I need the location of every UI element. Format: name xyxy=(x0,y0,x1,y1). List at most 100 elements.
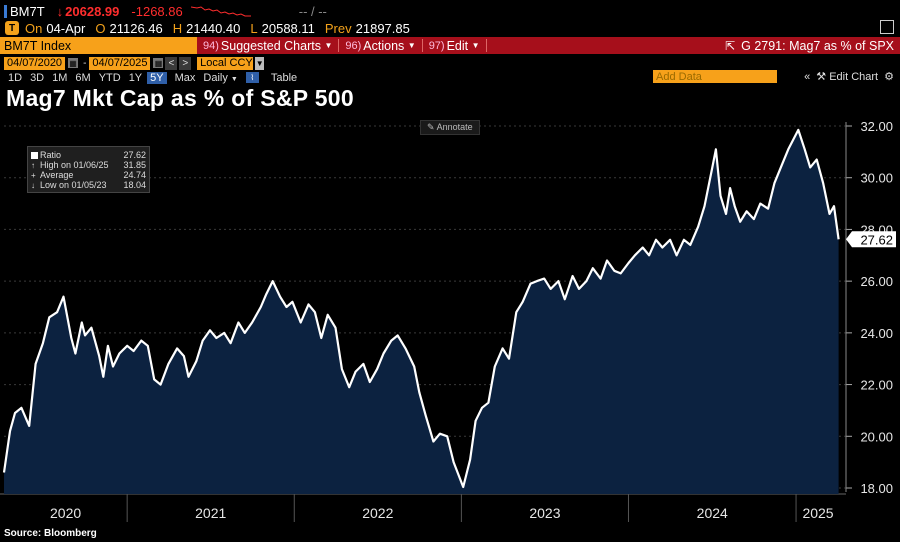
period-1d[interactable]: 1D xyxy=(8,71,23,84)
frequency-select[interactable]: Daily ▼ xyxy=(203,72,237,84)
plus-icon: + xyxy=(31,170,36,180)
divider xyxy=(485,39,487,52)
quote-date: 04-Apr xyxy=(46,20,86,36)
wrench-icon: ⚒ xyxy=(816,71,827,83)
collapse-icon[interactable]: « xyxy=(804,70,811,83)
legend-label: Average xyxy=(40,170,74,180)
bid-ask: -- / -- xyxy=(298,3,327,19)
x-tick-label: 2025 xyxy=(802,505,833,521)
legend-swatch xyxy=(31,151,38,159)
period-1y[interactable]: 1Y xyxy=(128,71,143,84)
high-label: H xyxy=(172,20,183,36)
start-date-input[interactable]: 04/07/2020 xyxy=(4,56,66,70)
down-arrow-icon: ↓ xyxy=(56,3,64,19)
legend-value: 27.62 xyxy=(123,150,146,160)
y-tick-label: 18.00 xyxy=(860,481,893,496)
legend-low: ↓ Low on 01/05/23 18.04 xyxy=(31,180,146,190)
chart-controls: « ⚒ Edit Chart ⚙ xyxy=(804,70,894,84)
period-5y[interactable]: 5Y xyxy=(147,71,167,84)
menu-label: Actions xyxy=(363,38,405,53)
next-period-button[interactable]: > xyxy=(179,56,192,70)
annotate-button[interactable]: ✎ Annotate xyxy=(420,120,480,135)
prev-label: Prev xyxy=(324,20,352,36)
edit-chart-button[interactable]: ⚒ Edit Chart xyxy=(816,70,878,83)
last-value-flag xyxy=(846,231,896,248)
suggested-charts-menu[interactable]: 94) Suggested Charts ▼ xyxy=(197,39,338,53)
low-value: 20588.11 xyxy=(261,20,315,36)
dropdown-caret-icon: ▼ xyxy=(324,41,333,50)
currency-select[interactable]: Local CCY xyxy=(197,56,254,70)
y-tick-label: 20.00 xyxy=(860,429,893,444)
legend-value: 18.04 xyxy=(123,180,146,190)
table-button[interactable]: Table xyxy=(270,71,298,84)
frequency-label: Daily xyxy=(203,71,228,84)
edit-chart-label: Edit Chart xyxy=(829,71,879,83)
x-axis: 2020 2021 2022 2023 2024 2025 xyxy=(0,493,846,522)
security-marker xyxy=(4,4,7,18)
legend-value: 24.74 xyxy=(123,170,146,180)
legend-high: ↑ High on 01/06/25 31.85 xyxy=(31,160,146,170)
high-value: 21440.40 xyxy=(186,20,241,36)
x-tick-label: 2021 xyxy=(195,505,226,521)
legend-value: 31.85 xyxy=(123,160,146,170)
pencil-icon: ✎ xyxy=(427,122,435,132)
legend-average: + Average 24.74 xyxy=(31,170,146,180)
period-6m[interactable]: 6M xyxy=(75,71,91,84)
period-3d[interactable]: 3D xyxy=(30,71,45,84)
period-ytd[interactable]: YTD xyxy=(98,71,121,84)
last-price: 20628.99 xyxy=(65,3,120,19)
dropdown-caret-icon: ▼ xyxy=(471,41,480,50)
prev-period-button[interactable]: < xyxy=(165,56,178,70)
legend-label: High on 01/06/25 xyxy=(40,160,109,170)
source-note: Source: Bloomberg xyxy=(4,528,97,539)
chart-title: Mag7 Mkt Cap as % of S&P 500 xyxy=(6,85,354,111)
function-bar: BM7T Index 94) Suggested Charts ▼ 96) Acti… xyxy=(0,37,900,54)
last-value-label: 27.62 xyxy=(860,232,893,247)
external-link-icon: ⇱ xyxy=(725,38,736,53)
last-value-marker: 27.62 xyxy=(846,231,896,248)
edit-menu[interactable]: 97) Edit ▼ xyxy=(423,39,486,53)
x-tick-label: 2020 xyxy=(50,505,81,521)
end-date-input[interactable]: 04/07/2025 xyxy=(89,56,151,70)
x-tick-label: 2023 xyxy=(529,505,560,521)
date-range-bar: 04/07/2020 ▦ - 04/07/2025 ▦ < > Local CC… xyxy=(0,56,900,70)
function-title[interactable]: ⇱ G 2791: Mag7 as % of SPX xyxy=(725,39,900,53)
low-label: L xyxy=(250,20,258,36)
function-label: G 2791: Mag7 as % of SPX xyxy=(741,38,894,53)
net-change: -1268.86 xyxy=(131,3,183,19)
chevron-down-icon[interactable]: ▼ xyxy=(255,56,265,70)
legend-label: Low on 01/05/23 xyxy=(40,180,107,190)
expand-icon[interactable] xyxy=(880,20,894,34)
down-arrow-icon: ↓ xyxy=(31,180,35,190)
chart-legend[interactable]: Ratio 27.62 ↑ High on 01/06/25 31.85 + Avera… xyxy=(27,146,150,193)
timer-icon[interactable]: T xyxy=(5,21,19,35)
menu-label: Edit xyxy=(446,38,469,53)
up-arrow-icon: ↑ xyxy=(31,160,35,170)
prev-value: 21897.85 xyxy=(355,20,410,36)
chevron-down-icon: ▼ xyxy=(230,75,238,83)
actions-menu[interactable]: 96) Actions ▼ xyxy=(339,39,421,53)
divider xyxy=(338,39,340,52)
menu-label: Suggested Charts xyxy=(220,38,321,53)
intraday-sparkline xyxy=(190,6,251,17)
chart-area[interactable]: 18.0020.0022.0024.0026.0028.0030.0032.00… xyxy=(0,116,900,528)
annotate-label: Annotate xyxy=(436,122,473,132)
period-1m[interactable]: 1M xyxy=(52,71,68,84)
period-bar: 1D 3D 1M 6M YTD 1Y 5Y Max Daily ▼ ⌇ Tabl… xyxy=(0,70,900,85)
ratio-area-fill xyxy=(4,129,839,494)
calendar-icon[interactable]: ▦ xyxy=(153,58,164,68)
ratio-line xyxy=(2,128,840,489)
open-label: O xyxy=(95,20,106,36)
dropdown-caret-icon: ▼ xyxy=(407,41,416,50)
settings-icon[interactable]: ⚙ xyxy=(884,71,894,83)
chart-type-icon[interactable]: ⌇ xyxy=(245,72,259,83)
calendar-icon[interactable]: ▦ xyxy=(68,58,79,68)
add-data-input[interactable]: Add Data xyxy=(653,70,777,83)
ticker-symbol[interactable]: BM7T xyxy=(10,3,45,19)
menu-number: 94) xyxy=(203,39,219,52)
y-tick-label: 30.00 xyxy=(860,171,893,186)
legend-label: Ratio xyxy=(40,150,62,160)
index-name-field[interactable]: BM7T Index xyxy=(0,37,197,54)
period-max[interactable]: Max xyxy=(174,71,196,84)
